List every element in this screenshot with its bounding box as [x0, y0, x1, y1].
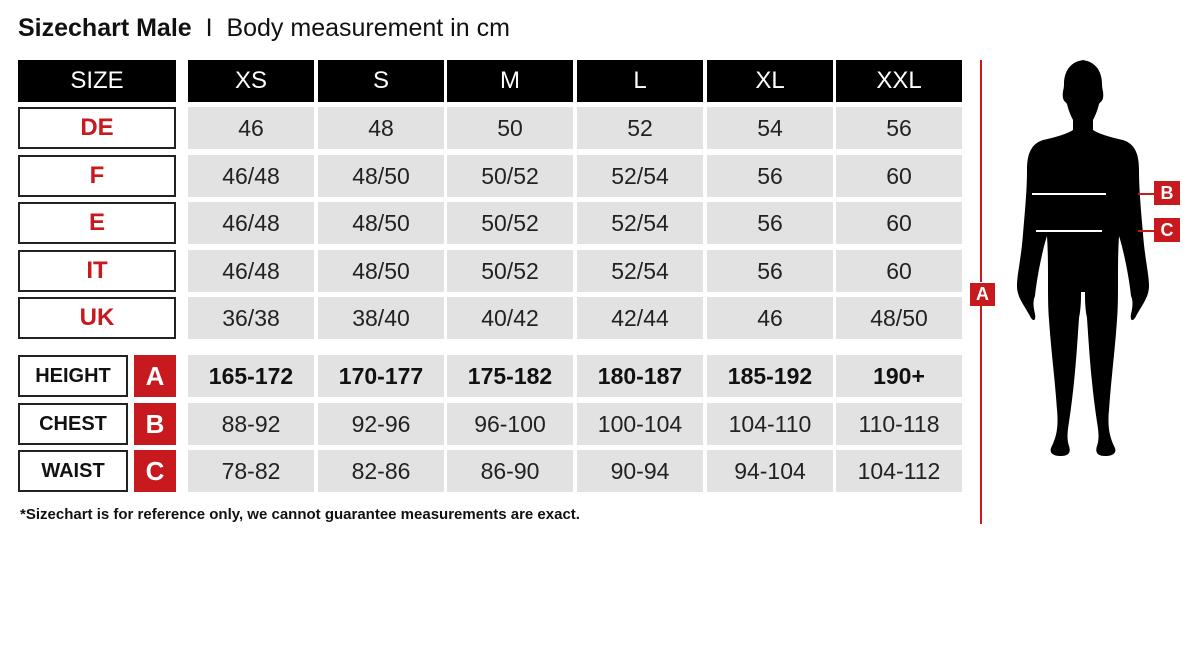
measure-badge: C	[134, 450, 176, 492]
measure-badge: B	[134, 403, 176, 445]
table-cell: 100-104	[577, 403, 703, 445]
table-cell: 42/44	[577, 297, 703, 339]
row-label-height: HEIGHT	[18, 355, 128, 397]
table-cell: 38/40	[318, 297, 444, 339]
table-cell: 78-82	[188, 450, 314, 492]
header-size: SIZE	[18, 60, 176, 102]
table-cell: 48/50	[836, 297, 962, 339]
table-cell: 180-187	[577, 355, 703, 397]
header-size-m: M	[447, 60, 573, 102]
chest-marker-badge: B	[1154, 181, 1180, 205]
table-cell: 60	[836, 155, 962, 197]
table-cell: 50/52	[447, 250, 573, 292]
height-marker-badge: A	[970, 283, 995, 306]
table-cell: 90-94	[577, 450, 703, 492]
table-cell: 46/48	[188, 202, 314, 244]
table-cell: 110-118	[836, 403, 962, 445]
table-cell: 104-112	[836, 450, 962, 492]
male-silhouette-icon	[972, 60, 1154, 524]
row-label-f: F	[18, 155, 176, 197]
table-cell: 56	[836, 107, 962, 149]
row-label-de: DE	[18, 107, 176, 149]
table-cell: 56	[707, 155, 833, 197]
table-cell: 170-177	[318, 355, 444, 397]
table-cell: 46/48	[188, 155, 314, 197]
table-cell: 56	[707, 250, 833, 292]
table-cell: 56	[707, 202, 833, 244]
waist-marker-badge: C	[1154, 218, 1180, 242]
header-size-s: S	[318, 60, 444, 102]
table-cell: 50	[447, 107, 573, 149]
title-bold: Sizechart Male	[18, 14, 192, 42]
table-cell: 82-86	[318, 450, 444, 492]
table-cell: 52	[577, 107, 703, 149]
table-cell: 96-100	[447, 403, 573, 445]
table-cell: 190+	[836, 355, 962, 397]
row-label-waist: WAIST	[18, 450, 128, 492]
table-cell: 46	[188, 107, 314, 149]
table-cell: 48	[318, 107, 444, 149]
table-cell: 52/54	[577, 250, 703, 292]
table-cell: 88-92	[188, 403, 314, 445]
title-separator: I	[205, 14, 213, 42]
table-cell: 94-104	[707, 450, 833, 492]
page-title: Sizechart Male I Body measurement in cm	[18, 14, 510, 43]
row-label-chest: CHEST	[18, 403, 128, 445]
table-cell: 185-192	[707, 355, 833, 397]
table-cell: 165-172	[188, 355, 314, 397]
table-cell: 48/50	[318, 250, 444, 292]
table-cell: 54	[707, 107, 833, 149]
footnote: *Sizechart is for reference only, we can…	[20, 506, 580, 523]
table-cell: 175-182	[447, 355, 573, 397]
header-size-xs: XS	[188, 60, 314, 102]
table-cell: 52/54	[577, 202, 703, 244]
table-cell: 92-96	[318, 403, 444, 445]
table-cell: 60	[836, 202, 962, 244]
header-size-l: L	[577, 60, 703, 102]
row-label-e: E	[18, 202, 176, 244]
row-label-uk: UK	[18, 297, 176, 339]
row-label-it: IT	[18, 250, 176, 292]
title-subtitle: Body measurement in cm	[226, 14, 510, 42]
table-cell: 52/54	[577, 155, 703, 197]
table-cell: 86-90	[447, 450, 573, 492]
table-cell: 60	[836, 250, 962, 292]
table-cell: 48/50	[318, 202, 444, 244]
measure-badge: A	[134, 355, 176, 397]
table-cell: 104-110	[707, 403, 833, 445]
table-cell: 36/38	[188, 297, 314, 339]
header-size-xxl: XXL	[836, 60, 962, 102]
table-cell: 48/50	[318, 155, 444, 197]
table-cell: 50/52	[447, 155, 573, 197]
table-cell: 50/52	[447, 202, 573, 244]
table-cell: 46/48	[188, 250, 314, 292]
table-cell: 46	[707, 297, 833, 339]
header-size-xl: XL	[707, 60, 833, 102]
table-cell: 40/42	[447, 297, 573, 339]
